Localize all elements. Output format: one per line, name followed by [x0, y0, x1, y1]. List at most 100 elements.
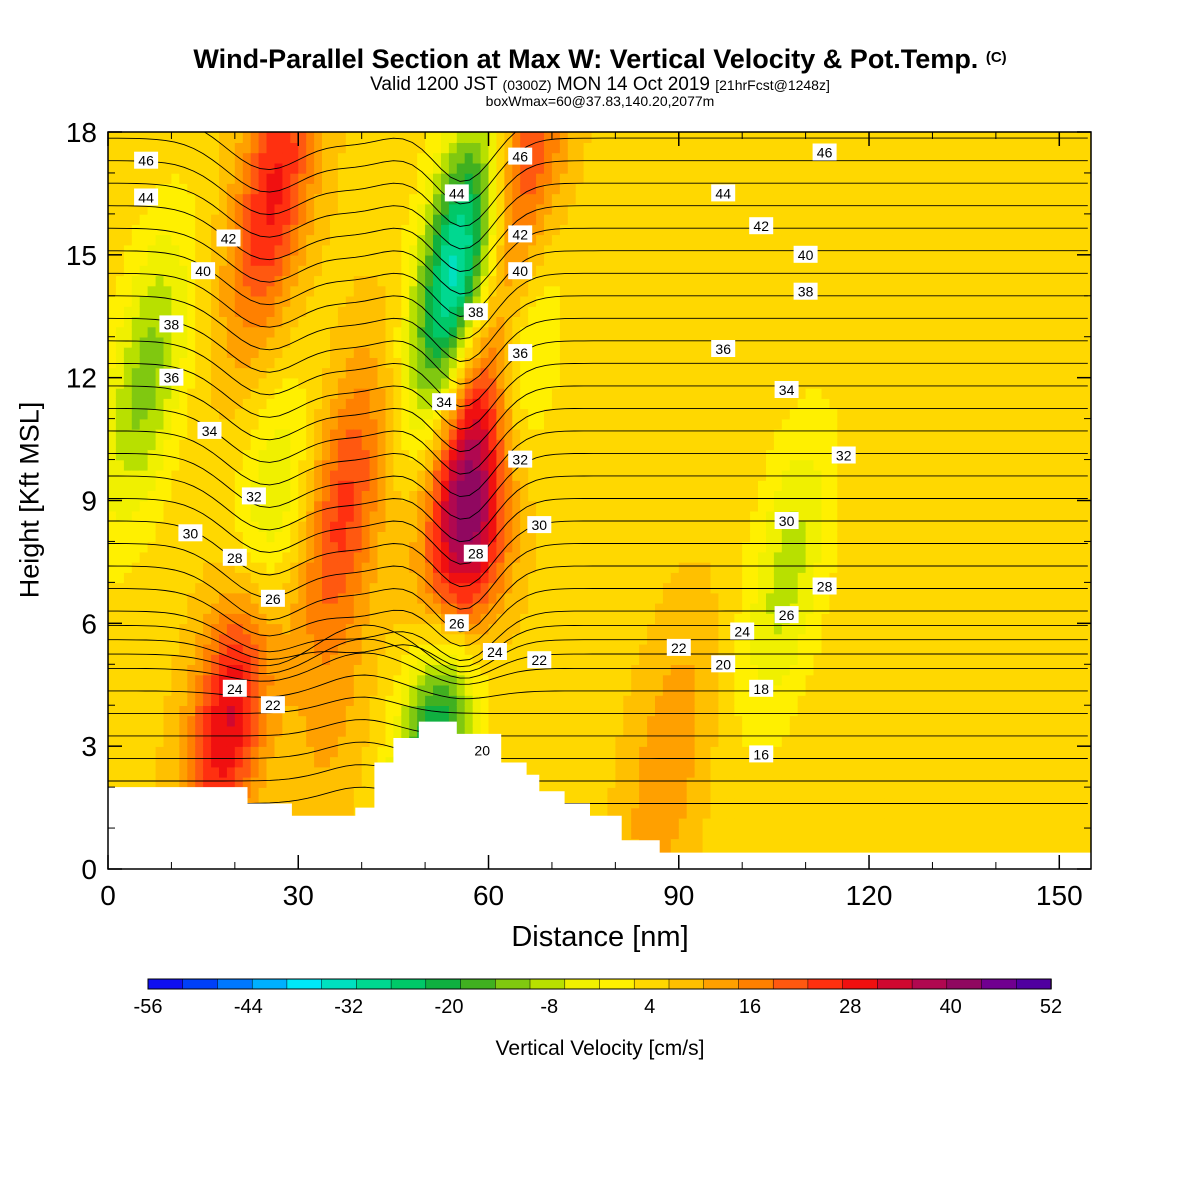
velocity-cell	[631, 766, 640, 778]
velocity-cell	[330, 715, 339, 727]
velocity-cell	[536, 275, 545, 287]
velocity-cell	[131, 418, 141, 430]
velocity-cell	[108, 234, 117, 246]
velocity-cell	[615, 500, 625, 512]
velocity-cell	[369, 449, 379, 461]
velocity-cell	[377, 142, 387, 154]
velocity-cell	[242, 295, 252, 307]
velocity-cell	[211, 162, 220, 174]
velocity-cell	[631, 572, 640, 584]
velocity-cell	[147, 551, 157, 563]
velocity-cell	[322, 551, 331, 563]
velocity-cell	[599, 510, 609, 522]
velocity-cell	[448, 336, 458, 348]
velocity-cell	[322, 776, 331, 788]
velocity-cell	[314, 654, 323, 665]
velocity-cell	[361, 787, 371, 799]
velocity-cell	[623, 295, 632, 307]
velocity-cell	[337, 213, 347, 225]
velocity-cell	[282, 295, 292, 307]
velocity-cell	[115, 449, 125, 461]
velocity-cell	[567, 203, 577, 215]
velocity-cell	[647, 265, 656, 277]
velocity-cell	[211, 531, 220, 543]
velocity-cell	[575, 725, 585, 737]
velocity-cell	[567, 776, 577, 788]
velocity-cell	[242, 561, 252, 573]
velocity-cell	[171, 613, 181, 625]
velocity-cell	[567, 674, 577, 686]
velocity-cell	[195, 643, 204, 655]
velocity-cell	[441, 654, 450, 665]
velocity-cell	[337, 715, 347, 727]
velocity-cell	[322, 756, 331, 768]
velocity-cell	[599, 408, 609, 420]
velocity-cell	[330, 326, 339, 338]
velocity-cell	[623, 193, 632, 205]
velocity-cell	[219, 459, 228, 471]
velocity-cell	[369, 213, 379, 225]
velocity-cell	[433, 357, 442, 369]
velocity-cell	[147, 439, 157, 451]
velocity-cell	[179, 469, 188, 481]
velocity-cell	[409, 306, 418, 317]
velocity-cell	[425, 398, 434, 410]
velocity-cell	[266, 162, 276, 174]
velocity-cell	[282, 254, 292, 266]
velocity-cell	[250, 162, 260, 174]
velocity-cell	[314, 582, 323, 594]
velocity-cell	[361, 152, 371, 164]
velocity-cell	[480, 357, 490, 369]
velocity-cell	[385, 234, 395, 246]
velocity-cell	[583, 654, 593, 665]
velocity-cell	[409, 132, 418, 143]
velocity-cell	[385, 254, 395, 266]
velocity-cell	[385, 572, 395, 584]
velocity-cell	[353, 705, 363, 717]
velocity-cell	[274, 766, 284, 778]
velocity-cell	[417, 449, 426, 461]
velocity-cell	[282, 490, 292, 502]
velocity-cell	[226, 643, 236, 655]
velocity-cell	[282, 541, 292, 553]
velocity-cell	[401, 725, 410, 737]
velocity-cell	[472, 387, 482, 399]
velocity-cell	[155, 510, 165, 522]
velocity-cell	[528, 705, 537, 717]
velocity-cell	[496, 347, 506, 358]
velocity-cell	[393, 367, 403, 379]
velocity-cell	[615, 541, 625, 553]
velocity-cell	[393, 531, 403, 543]
velocity-cell	[520, 428, 529, 440]
velocity-cell	[607, 613, 617, 625]
velocity-cell	[520, 500, 529, 512]
velocity-cell	[647, 613, 656, 625]
velocity-cell	[369, 224, 379, 236]
velocity-cell	[623, 234, 632, 246]
velocity-cell	[464, 695, 474, 706]
velocity-cell	[250, 459, 260, 471]
velocity-cell	[409, 633, 418, 645]
velocity-cell	[528, 469, 537, 481]
velocity-cell	[441, 695, 450, 706]
velocity-cell	[393, 592, 403, 604]
velocity-cell	[385, 132, 395, 143]
velocity-cell	[409, 203, 418, 215]
velocity-cell	[639, 152, 648, 164]
velocity-cell	[171, 551, 181, 563]
velocity-cell	[274, 172, 284, 184]
velocity-cell	[282, 561, 292, 573]
velocity-cell	[591, 705, 601, 717]
velocity-cell	[274, 132, 284, 143]
velocity-cell	[314, 541, 323, 553]
velocity-cell	[361, 582, 371, 594]
velocity-cell	[298, 674, 307, 686]
velocity-cell	[385, 623, 395, 635]
velocity-cell	[195, 306, 204, 317]
velocity-cell	[639, 684, 648, 696]
velocity-cell	[187, 756, 196, 768]
velocity-cell	[496, 377, 506, 389]
velocity-cell	[115, 510, 125, 522]
velocity-cell	[147, 735, 157, 747]
velocity-cell	[147, 521, 157, 532]
